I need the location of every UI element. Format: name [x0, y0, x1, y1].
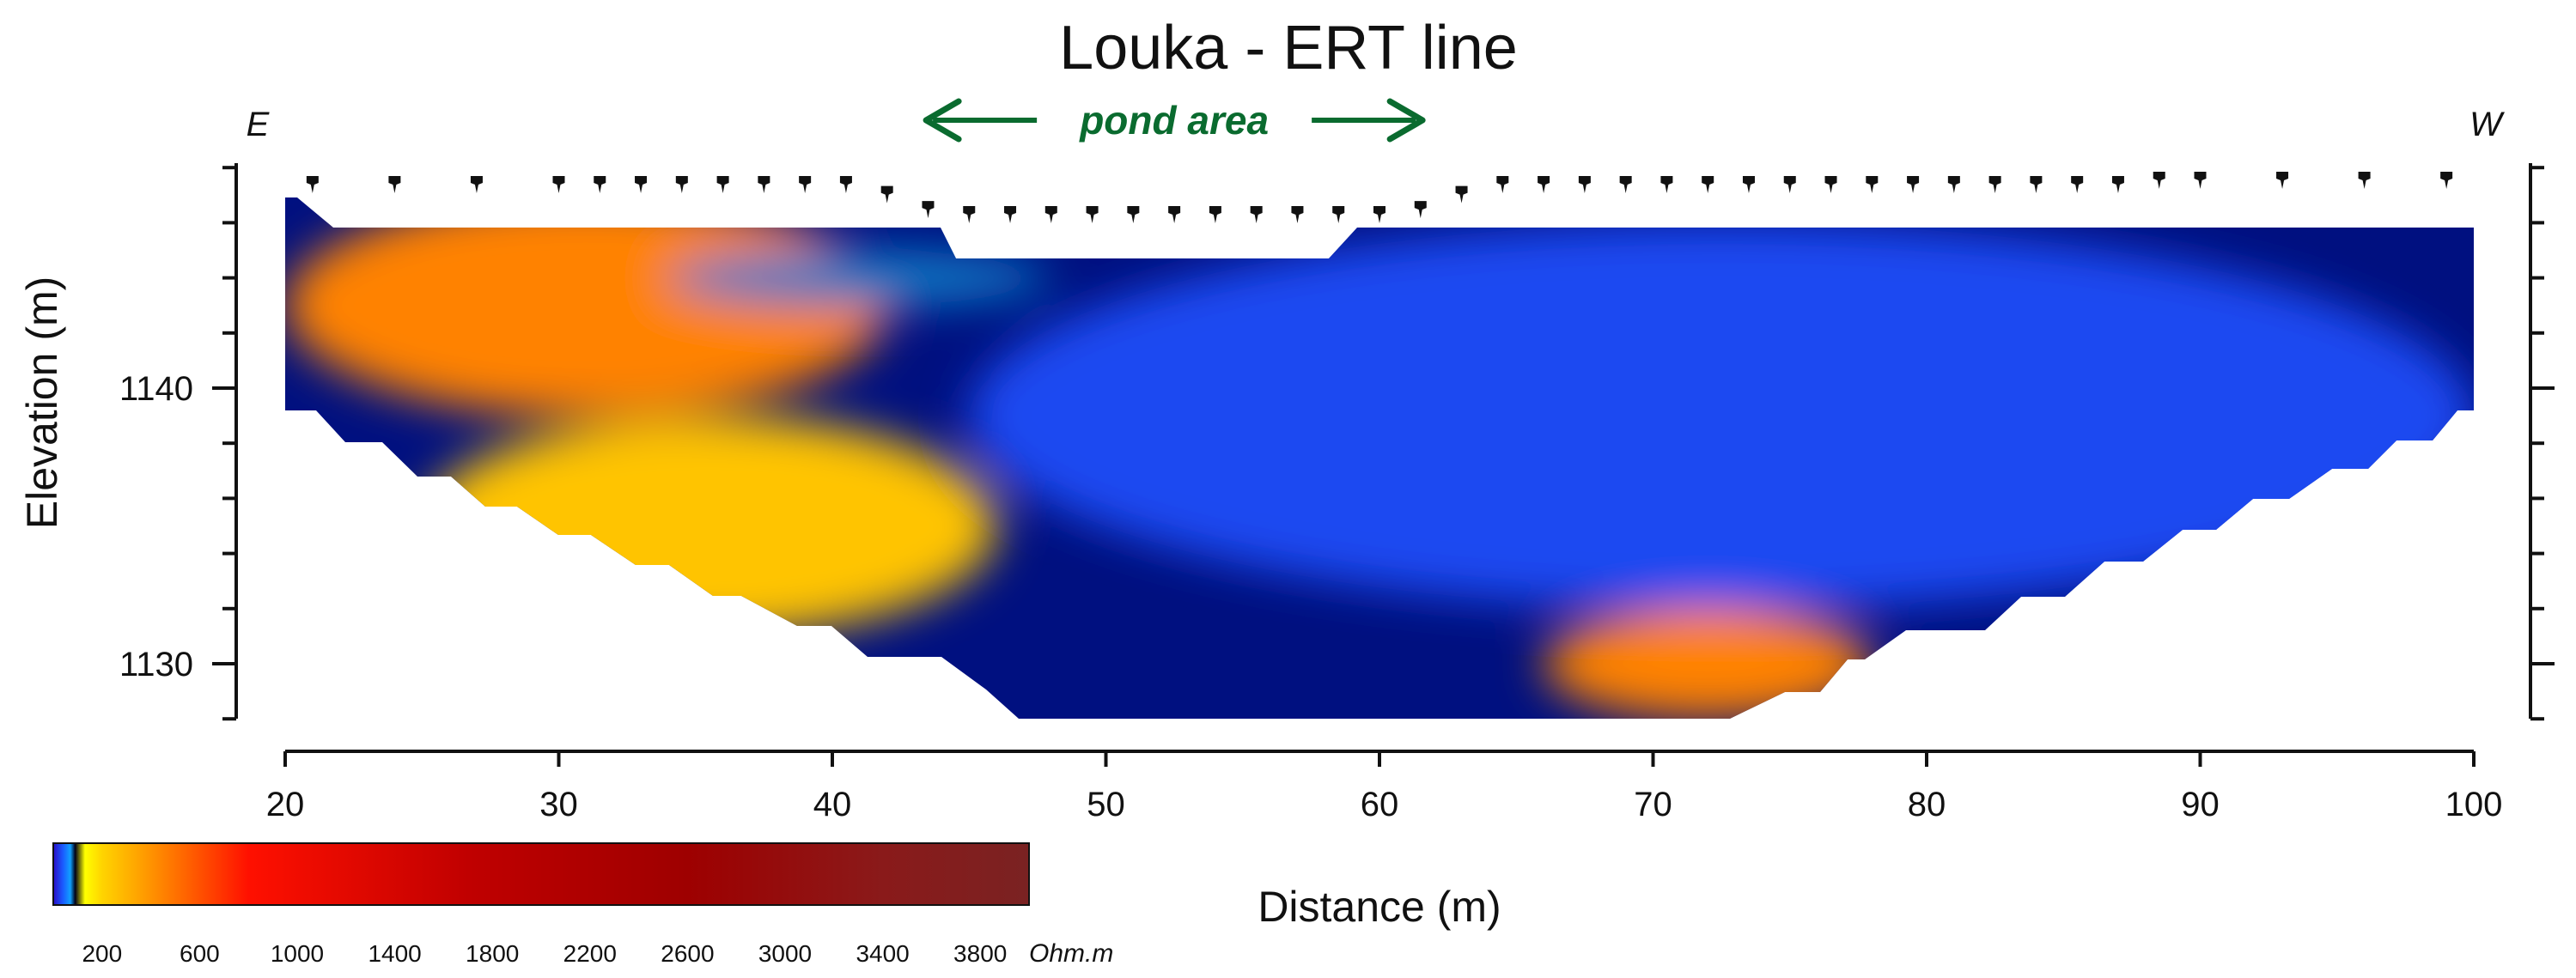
electrode-marker: [2276, 172, 2289, 189]
electrode-marker: [1414, 201, 1427, 219]
resistivity-section: [285, 197, 2474, 719]
electrode-marker: [1455, 185, 1468, 203]
pond-arrowhead-right: [1386, 98, 1426, 143]
electrode-marker: [1044, 206, 1057, 223]
electrode-marker: [1250, 206, 1263, 223]
pond-arrowhead-left: [923, 98, 962, 143]
direction-label-east: E: [247, 106, 271, 143]
electrode-marker: [1619, 176, 1632, 193]
pond-area-annotation: pond area: [923, 98, 1426, 143]
resistivity-zone: [667, 250, 1051, 306]
pond-area-label: pond area: [1078, 98, 1269, 143]
electrode-marker: [839, 176, 852, 193]
electrode-marker: [880, 185, 893, 203]
x-tick-label: 100: [2445, 786, 2503, 823]
electrode-marker: [1291, 206, 1304, 223]
resistivity-zone: [285, 197, 887, 416]
electrode-marker: [470, 176, 483, 193]
electrode-marker: [1947, 176, 1960, 193]
electrode-marker: [1373, 206, 1385, 223]
electrode-marker: [2153, 172, 2165, 189]
electrode-marker: [716, 176, 729, 193]
electrode-marker: [1783, 176, 1796, 193]
electrode-marker: [1578, 176, 1591, 193]
y-tick-label: 1130: [119, 646, 193, 683]
electrode-marker: [799, 176, 812, 193]
electrode-marker: [1866, 176, 1879, 193]
electrode-marker: [922, 201, 935, 219]
resistivity-zone: [1544, 608, 1873, 719]
x-tick-label: 30: [539, 786, 578, 823]
electrode-marker: [1702, 176, 1714, 193]
x-tick-label: 90: [2181, 786, 2220, 823]
resistivity-zone: [969, 222, 2474, 609]
electrode-marker: [1168, 206, 1181, 223]
electrode-marker: [552, 176, 565, 193]
colorbar-gradient: [52, 842, 1030, 906]
electrode-marker: [1988, 176, 2001, 193]
chart-title: Louka - ERT line: [1059, 14, 1518, 82]
electrode-marker: [1907, 176, 1920, 193]
electrode-marker: [635, 176, 648, 193]
electrode-marker: [2194, 172, 2207, 189]
electrode-marker: [1004, 206, 1017, 223]
colorbar: 200 600 1000 1400 1800 2200 2600 3000 3400 3800: [52, 842, 1030, 967]
electrode-marker: [2030, 176, 2043, 193]
colorbar-tick-label: 3000: [758, 940, 812, 967]
electrode-marker: [675, 176, 688, 193]
electrode-markers: [306, 172, 2453, 223]
colorbar-tick-label: 600: [180, 940, 220, 967]
x-tick-label: 40: [813, 786, 852, 823]
colorbar-tick-label: 2200: [563, 940, 617, 967]
electrode-marker: [1332, 206, 1345, 223]
electrode-marker: [1127, 206, 1140, 223]
electrode-marker: [2358, 172, 2371, 189]
electrode-marker: [2111, 176, 2124, 193]
colorbar-tick-label: 1400: [368, 940, 421, 967]
electrode-marker: [594, 176, 606, 193]
x-tick-label: 60: [1361, 786, 1399, 823]
electrode-marker: [306, 176, 319, 193]
y-axis-label: Elevation (m): [18, 276, 66, 530]
electrode-marker: [1496, 176, 1509, 193]
electrode-marker: [2071, 176, 2084, 193]
y-tick-label: 1140: [119, 370, 193, 408]
electrode-marker: [758, 176, 770, 193]
colorbar-tick-label: 1000: [271, 940, 324, 967]
electrode-marker: [1086, 206, 1099, 223]
resistivity-zone: [422, 416, 997, 636]
electrode-marker: [388, 176, 401, 193]
axes: 20 30 40 50 60 70 80 90 100 1130 1140: [119, 163, 2555, 823]
electrode-marker: [963, 206, 976, 223]
colorbar-tick-label: 3800: [953, 940, 1007, 967]
colorbar-tick-label: 2600: [661, 940, 714, 967]
colorbar-unit: Ohm.m: [1029, 939, 1113, 968]
x-tick-label: 50: [1087, 786, 1125, 823]
electrode-marker: [1660, 176, 1673, 193]
x-axis-label: Distance (m): [1258, 883, 1501, 931]
colorbar-tick-label: 1800: [466, 940, 519, 967]
electrode-marker: [1824, 176, 1837, 193]
electrode-marker: [1742, 176, 1755, 193]
electrode-marker: [1538, 176, 1550, 193]
colorbar-tick-label: 200: [82, 940, 122, 967]
x-tick-label: 80: [1908, 786, 1946, 823]
x-tick-label: 20: [266, 786, 305, 823]
electrode-marker: [1209, 206, 1221, 223]
electrode-marker: [2440, 172, 2453, 189]
direction-label-west: W: [2469, 106, 2505, 143]
colorbar-tick-label: 3400: [856, 940, 909, 967]
x-tick-label: 70: [1634, 786, 1672, 823]
